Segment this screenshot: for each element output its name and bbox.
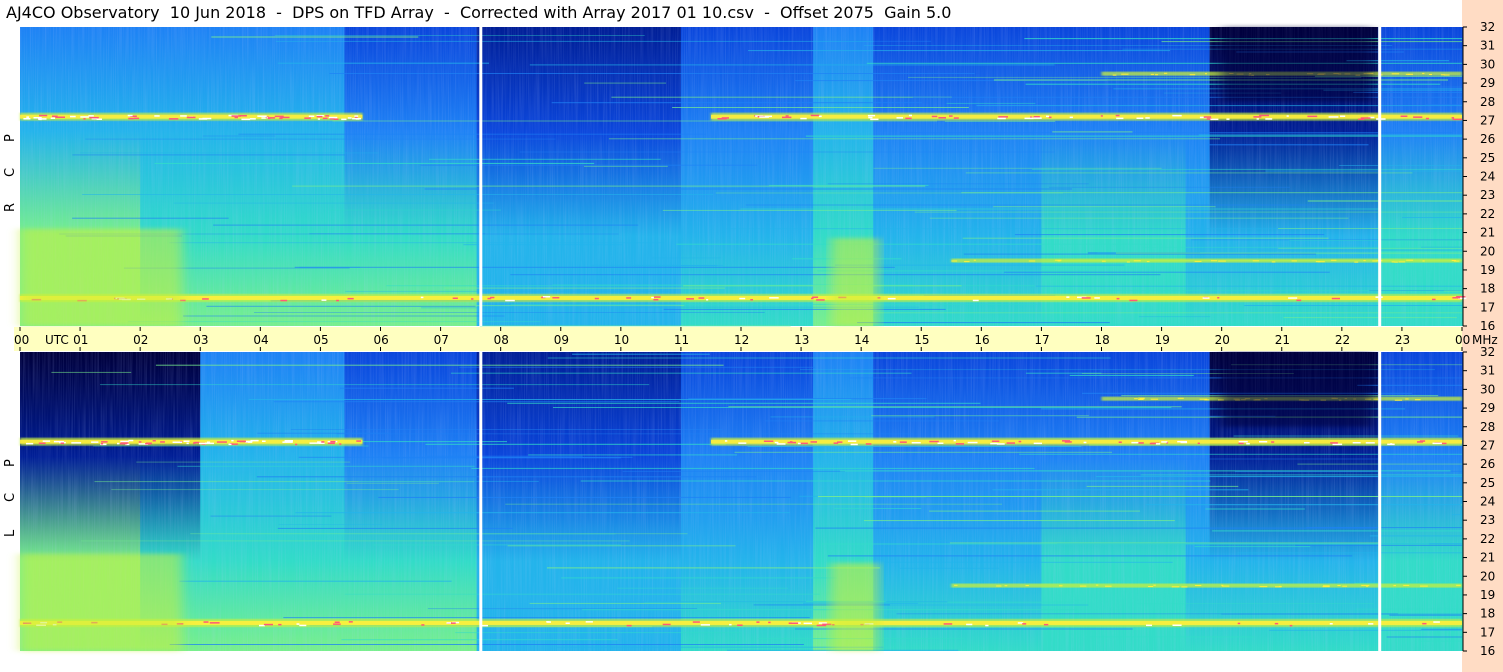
polarization-letter: P <box>3 134 18 142</box>
mhz-tick-label: 26 <box>1480 457 1495 471</box>
polarization-letter: P <box>3 459 18 467</box>
utc-tick-label: 01 <box>73 333 88 347</box>
mhz-tick-label: 25 <box>1480 476 1495 490</box>
mhz-tick-label: 18 <box>1480 607 1495 621</box>
polarization-letter: C <box>3 493 18 502</box>
mhz-tick-label: 27 <box>1480 113 1495 127</box>
mhz-tick-label: 16 <box>1480 644 1495 658</box>
mhz-tick-label: 23 <box>1480 188 1495 202</box>
lcp-spectrogram-panel <box>20 352 1463 651</box>
mhz-tick-label: 32 <box>1480 345 1495 359</box>
utc-tick-label: 09 <box>554 333 569 347</box>
broadband-burst <box>831 238 880 326</box>
mhz-tick-label: 21 <box>1480 226 1495 240</box>
broadband-burst <box>20 553 183 651</box>
utc-unit-label: UTC <box>45 333 69 347</box>
mhz-tick-label: 30 <box>1480 57 1495 71</box>
mhz-tick-label: 25 <box>1480 151 1495 165</box>
mhz-tick-label: 26 <box>1480 132 1495 146</box>
utc-tick-label: 08 <box>494 333 509 347</box>
utc-tick-label: 23 <box>1395 333 1410 347</box>
data-gap-line <box>1378 352 1382 651</box>
utc-tick-label: 20 <box>1215 333 1230 347</box>
utc-axis-band <box>14 327 1462 351</box>
broadband-burst <box>831 563 880 651</box>
mhz-tick-label: 29 <box>1480 401 1495 415</box>
utc-tick-label: 00 <box>14 333 29 347</box>
utc-tick-label: 10 <box>614 333 629 347</box>
mhz-tick-label: 30 <box>1480 382 1495 396</box>
data-gap-line <box>479 27 483 326</box>
mhz-tick-label: 24 <box>1480 170 1495 184</box>
mhz-tick-label: 32 <box>1480 20 1495 34</box>
utc-tick-label: 22 <box>1335 333 1350 347</box>
mhz-tick-label: 17 <box>1480 625 1495 639</box>
mhz-tick-label: 31 <box>1480 364 1495 378</box>
broadband-burst <box>20 228 183 326</box>
mhz-tick-label: 18 <box>1480 282 1495 296</box>
utc-tick-label: 05 <box>313 333 328 347</box>
utc-tick-label: 11 <box>674 333 689 347</box>
chart-title: AJ4CO Observatory 10 Jun 2018 - DPS on T… <box>0 0 1463 26</box>
rcp-spectrogram-panel <box>20 27 1467 327</box>
mhz-tick-label: 16 <box>1480 319 1495 333</box>
mhz-tick-label: 23 <box>1480 513 1495 527</box>
utc-tick-label: 21 <box>1275 333 1290 347</box>
polarization-labels: R C P L C P <box>3 134 18 537</box>
mhz-tick-label: 31 <box>1480 39 1495 53</box>
utc-tick-label: 16 <box>974 333 989 347</box>
mhz-tick-label: 21 <box>1480 551 1495 565</box>
utc-tick-label: 00 <box>1455 333 1470 347</box>
utc-tick-label: 19 <box>1155 333 1170 347</box>
utc-tick-label: 02 <box>133 333 148 347</box>
data-gap-line <box>479 352 483 651</box>
utc-tick-label: 12 <box>734 333 749 347</box>
utc-tick-label: 15 <box>914 333 929 347</box>
polarization-letter: L <box>3 529 18 537</box>
utc-tick-label: 03 <box>193 333 208 347</box>
frequency-axis-strip <box>1462 0 1503 672</box>
utc-tick-label: 06 <box>374 333 389 347</box>
utc-axis: 00 01 02 03 04 05 06 07 08 09 10 11 12 13 14 15 16 17 18 19… <box>14 327 1498 351</box>
mhz-tick-label: 19 <box>1480 588 1495 602</box>
mhz-tick-label: 29 <box>1480 76 1495 90</box>
utc-tick-label: 13 <box>794 333 809 347</box>
mhz-tick-label: 28 <box>1480 420 1495 434</box>
utc-tick-label: 18 <box>1095 333 1110 347</box>
freq-axis-rcp: 32 31 30 29 28 27 26 25 24 23 22 21 20 19 18 17 16 <box>1462 20 1495 333</box>
polarization-letter: C <box>3 168 18 177</box>
utc-tick-label: 07 <box>434 333 449 347</box>
mhz-tick-label: 24 <box>1480 495 1495 509</box>
data-gap-line <box>1378 27 1382 326</box>
mhz-tick-label: 22 <box>1480 207 1495 221</box>
polarization-letter: R <box>3 203 18 212</box>
freq-axis-lcp: 32 31 30 29 28 27 26 25 24 23 22 21 20 19 18 17 16 <box>1462 345 1495 658</box>
mhz-tick-label: 28 <box>1480 95 1495 109</box>
mhz-tick-label: 20 <box>1480 569 1495 583</box>
mhz-tick-label: 17 <box>1480 300 1495 314</box>
mhz-tick-label: 22 <box>1480 532 1495 546</box>
mhz-tick-label: 27 <box>1480 438 1495 452</box>
utc-tick-label: 14 <box>854 333 869 347</box>
utc-tick-label: 04 <box>253 333 268 347</box>
mhz-unit-label: MHz <box>1472 333 1498 347</box>
mhz-tick-label: 19 <box>1480 263 1495 277</box>
mhz-tick-label: 20 <box>1480 244 1495 258</box>
utc-tick-label: 17 <box>1034 333 1049 347</box>
